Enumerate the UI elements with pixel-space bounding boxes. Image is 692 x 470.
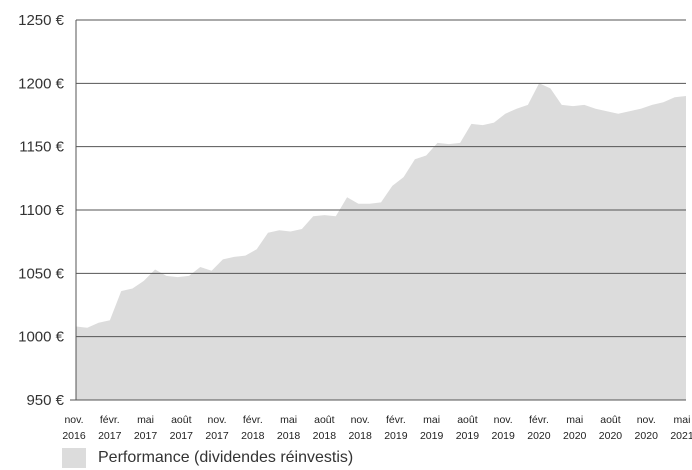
y-tick-label: 1050 € [18, 265, 65, 282]
x-tick-label-month: août [457, 414, 478, 426]
x-tick-label-year: 2018 [313, 430, 337, 442]
x-tick-label-year: 2019 [384, 430, 408, 442]
legend-swatch [62, 448, 86, 468]
x-tick-label-month: août [600, 414, 621, 426]
x-tick-label-year: 2020 [599, 430, 623, 442]
y-tick-label: 1250 € [18, 12, 65, 29]
y-tick-label: 1200 € [18, 75, 65, 92]
x-tick-label-year: 2017 [134, 430, 158, 442]
x-tick-label-month: mai [423, 414, 440, 426]
x-tick-label-year: 2019 [456, 430, 480, 442]
x-tick-label-month: mai [280, 414, 297, 426]
x-tick-label-year: 2018 [241, 430, 265, 442]
chart-legend: Performance (dividendes réinvestis) [62, 446, 353, 470]
x-tick-label-month: mai [137, 414, 154, 426]
x-tick-label-month: févr. [243, 414, 263, 426]
x-tick-label-month: mai [674, 414, 691, 426]
x-tick-label-month: févr. [529, 414, 549, 426]
x-tick-label-year: 2017 [205, 430, 229, 442]
x-tick-label-year: 2017 [98, 430, 122, 442]
x-tick-label-year: 2020 [635, 430, 659, 442]
x-tick-label-year: 2020 [527, 430, 551, 442]
x-tick-label-month: août [314, 414, 335, 426]
x-tick-label-year: 2019 [420, 430, 444, 442]
x-tick-label-year: 2018 [277, 430, 301, 442]
x-tick-label-year: 2017 [170, 430, 194, 442]
x-tick-label-month: nov. [637, 414, 656, 426]
y-tick-label: 1000 € [18, 329, 65, 346]
y-tick-label: 950 € [26, 392, 64, 409]
y-tick-label: 1100 € [19, 202, 64, 219]
x-tick-label-month: mai [566, 414, 583, 426]
performance-area [76, 83, 686, 401]
x-tick-label-month: nov. [208, 414, 227, 426]
performance-chart: 950 € 1000 € 1050 € 1100 € 1150 € 1200 € 1250 … [18, 12, 692, 442]
x-tick-label-month: août [171, 414, 192, 426]
x-tick-label-month: févr. [100, 414, 120, 426]
x-tick-label-month: févr. [386, 414, 406, 426]
x-tick-label-year: 2019 [491, 430, 515, 442]
x-tick-label-year: 2020 [563, 430, 587, 442]
x-tick-label-year: 2021 [670, 430, 692, 442]
x-tick-label-month: nov. [351, 414, 370, 426]
x-tick-label-year: 2016 [62, 430, 86, 442]
legend-label: Performance (dividendes réinvestis) [98, 449, 354, 466]
x-tick-label-year: 2018 [348, 430, 372, 442]
x-tick-label-month: nov. [64, 414, 83, 426]
x-tick-label-month: nov. [494, 414, 513, 426]
y-tick-label: 1150 € [19, 139, 64, 156]
